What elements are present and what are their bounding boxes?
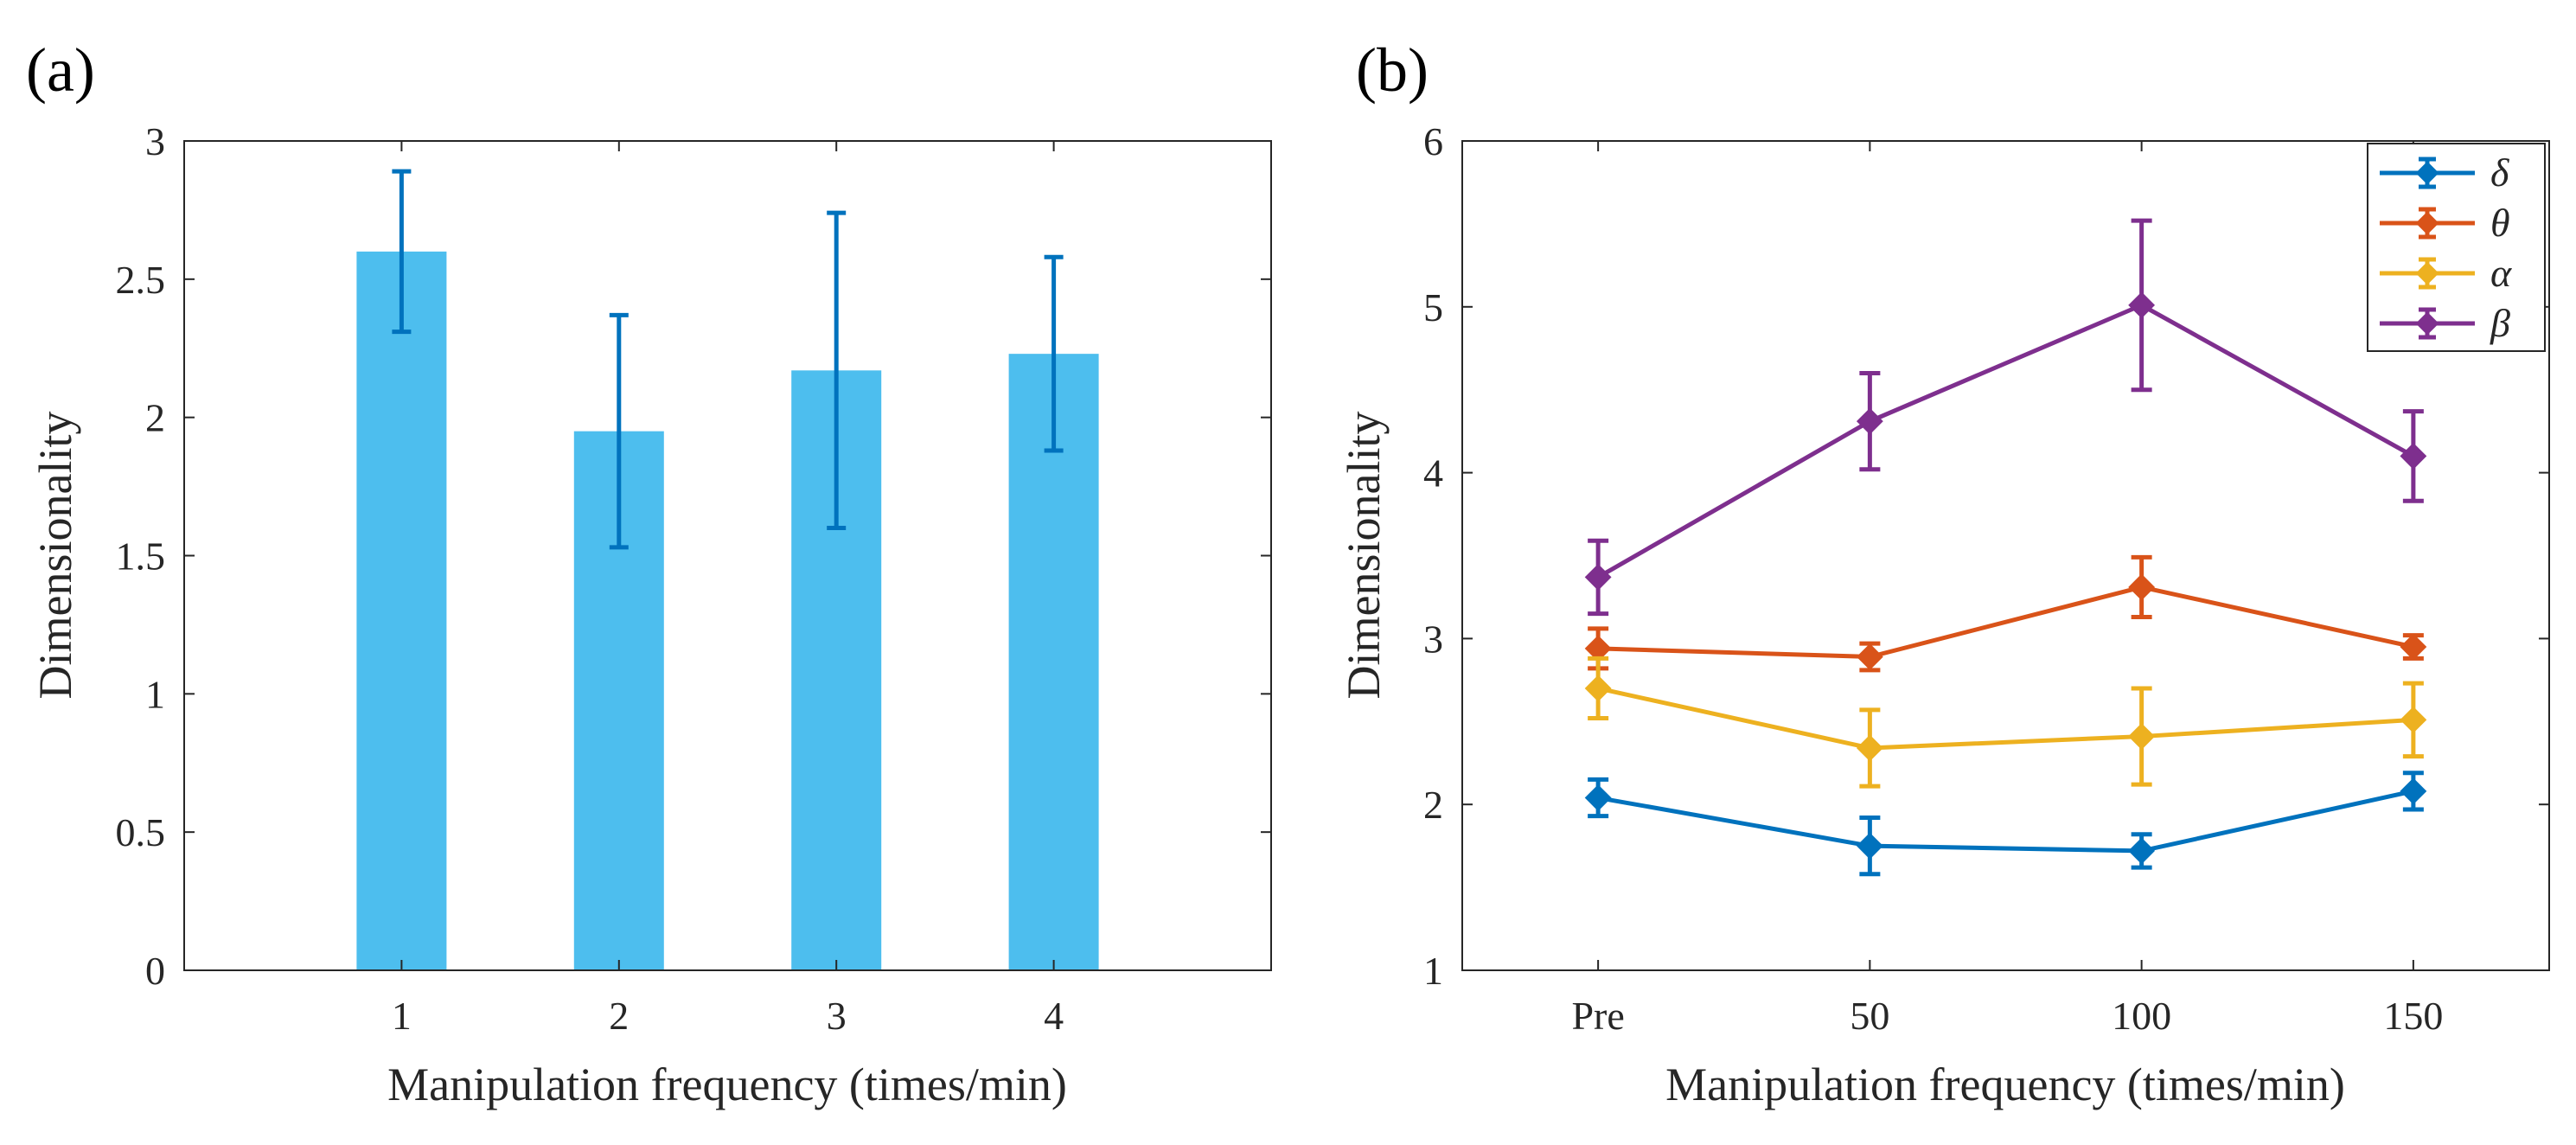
data-point [1856,407,1883,435]
y-tick-label: 1 [1423,949,1443,993]
legend-item-delta: δ [2380,150,2509,195]
legend-marker [2415,311,2439,336]
data-point [2400,633,2427,661]
y-tick-label: 3 [145,119,165,163]
line-chart-y-label: Dimensionality [1338,412,1390,700]
y-tick-label: 3 [1423,617,1443,661]
y-tick-label: 2 [1423,783,1443,827]
error-bar [827,210,847,531]
y-tick-label: 5 [1423,285,1443,329]
panel-label-b: (b) [1356,35,1429,105]
line-chart-axes-box [1461,140,2550,971]
line-chart-x-label: Manipulation frequency (times/min) [1665,1059,2345,1110]
y-tick-label: 2.5 [116,258,166,302]
bar-chart-panel: 0 0.5 1 1.5 2 2.5 3 1 2 3 4 Manipulation frequency… [29,119,1272,1110]
legend-label: β [2490,301,2510,345]
legend-label: θ [2490,201,2510,245]
series-line [1597,686,2414,751]
data-point [2128,573,2156,601]
data-point [2128,837,2156,865]
x-tick-label: 150 [2383,994,2443,1038]
series-line [1596,303,2415,579]
legend-marker [2415,261,2439,285]
data-point [1856,832,1883,860]
data-point [2400,443,2427,470]
x-tick-label: 2 [609,994,629,1038]
legend-label: α [2490,251,2512,295]
legend-label: δ [2490,150,2509,195]
legend-marker [2415,161,2439,185]
data-point [2128,291,2156,319]
x-tick-label: 50 [1850,994,1889,1038]
error-bar [392,169,412,335]
data-point [1584,675,1612,702]
y-tick-label: 4 [1423,451,1443,496]
series-delta [1584,771,2427,877]
error-bar [609,312,629,550]
bar-chart-marks [356,169,1099,971]
panel-label-a: (a) [26,35,95,105]
data-point [2128,723,2156,750]
legend-box [2367,143,2546,352]
x-tick-label: 4 [1044,994,1064,1038]
y-tick-label: 6 [1423,119,1443,163]
line-chart-ticks: 1 2 3 4 5 6 Pre 50 100 150 [1423,119,2549,1038]
data-point [1856,643,1883,670]
error-bar [1044,254,1064,453]
data-point [1584,564,1612,591]
bar [1008,354,1099,971]
data-point [1856,734,1883,762]
x-tick-label: Pre [1571,994,1624,1038]
data-point [2400,777,2427,805]
x-tick-label: 1 [392,994,412,1038]
data-point [2400,706,2427,733]
bar-chart-x-label: Manipulation frequency (times/min) [387,1059,1067,1110]
series-alpha [1584,656,2427,789]
legend-item-alpha: α [2380,251,2512,295]
line-chart-marks [1584,218,2427,877]
legend-item-theta: θ [2380,201,2510,245]
line-chart-panel: 1 2 3 4 5 6 Pre 50 100 150 Manipulation frequency… [1338,119,2550,1110]
legend-marker [2415,211,2439,235]
x-tick-label: 100 [2112,994,2171,1038]
bar-chart-y-label: Dimensionality [29,412,81,700]
bar-chart-axes-box [183,140,1272,971]
data-point [1584,784,1612,811]
y-tick-label: 1.5 [116,534,166,579]
series-beta [1584,218,2427,617]
y-tick-label: 0 [145,949,165,993]
y-tick-label: 0.5 [116,810,166,854]
x-tick-label: 3 [827,994,847,1038]
series-line [1597,789,2414,854]
series-theta [1584,554,2427,673]
legend-item-beta: β [2380,301,2510,345]
bar-chart-ticks: 0 0.5 1 1.5 2 2.5 3 1 2 3 4 [116,119,1271,1038]
bar [356,251,447,970]
y-tick-label: 2 [145,396,165,440]
series-line [1598,585,2414,660]
y-tick-label: 1 [145,672,165,716]
